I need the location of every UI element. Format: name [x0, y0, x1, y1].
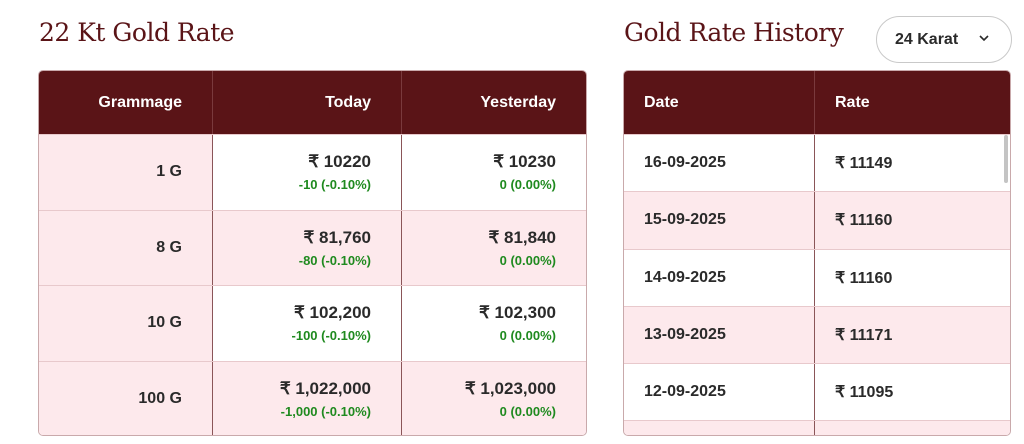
today-cell: ₹ 81,760 -80 (-0.10%): [213, 210, 402, 285]
yesterday-amount: ₹ 102,300: [479, 303, 556, 323]
date-cell: 16-09-2025: [624, 135, 815, 192]
yesterday-cell: ₹ 1,023,000 0 (0.00%): [402, 361, 586, 435]
today-cell: ₹ 1,022,000 -1,000 (-0.10%): [213, 361, 402, 435]
yesterday-change: 0 (0.00%): [499, 177, 556, 193]
header-grammage: Grammage: [39, 71, 213, 134]
header-yesterday: Yesterday: [480, 93, 556, 111]
rate-cell: [815, 421, 1010, 435]
table-row: [624, 420, 1010, 435]
gold-rate-table: Grammage Today Yesterday 1 G ₹ 10220 -10…: [38, 70, 587, 436]
today-change: -1,000 (-0.10%): [280, 403, 371, 419]
grammage-cell: 100 G: [39, 361, 213, 435]
yesterday-change: 0 (0.00%): [499, 403, 556, 419]
table-header: Grammage Today Yesterday: [39, 71, 586, 134]
today-amount: ₹ 102,200: [294, 303, 371, 323]
yesterday-cell: ₹ 102,300 0 (0.00%): [402, 286, 586, 361]
date-cell: [624, 421, 815, 435]
table-row: 15-09-2025 ₹ 11160: [624, 191, 1010, 249]
yesterday-change: 0 (0.00%): [499, 252, 556, 268]
grammage-cell: 8 G: [39, 210, 213, 285]
date-cell: 12-09-2025: [624, 364, 815, 421]
date-cell: 13-09-2025: [624, 306, 815, 364]
rate-cell: ₹ 11160: [835, 269, 893, 287]
today-change: -100 (-0.10%): [291, 328, 371, 344]
table-row: 16-09-2025 ₹ 11149: [624, 134, 1010, 192]
yesterday-cell: ₹ 10230 0 (0.00%): [402, 135, 586, 210]
table-row: 10 G ₹ 102,200 -100 (-0.10%) ₹ 102,300 0…: [39, 285, 586, 361]
table-row: 13-09-2025 ₹ 11171: [624, 305, 1010, 364]
header-today: Today: [213, 71, 402, 134]
table-row: 8 G ₹ 81,760 -80 (-0.10%) ₹ 81,840 0 (0.…: [39, 209, 586, 285]
karat-select-value: 24 Karat: [895, 30, 959, 48]
today-change: -10 (-0.10%): [298, 177, 371, 193]
date-cell: 14-09-2025: [624, 249, 815, 306]
rate-cell: ₹ 11160: [835, 212, 893, 230]
table-row: 12-09-2025 ₹ 11095: [624, 363, 1010, 421]
yesterday-change: 0 (0.00%): [499, 328, 556, 344]
yesterday-amount: ₹ 10230: [493, 152, 556, 172]
header-rate: Rate: [835, 93, 870, 111]
table-row: 14-09-2025 ₹ 11160: [624, 248, 1010, 306]
table-header: Date Rate: [624, 71, 1010, 134]
today-change: -80 (-0.10%): [298, 252, 371, 268]
gold-rate-history-table[interactable]: Date Rate 16-09-2025 ₹ 11149 15-09-2025 …: [623, 70, 1011, 436]
table-row: 1 G ₹ 10220 -10 (-0.10%) ₹ 10230 0 (0.00…: [39, 134, 586, 210]
today-amount: ₹ 1,022,000: [279, 378, 371, 398]
today-amount: ₹ 81,760: [303, 227, 371, 247]
rate-cell: ₹ 11171: [835, 327, 893, 345]
table-row: 100 G ₹ 1,022,000 -1,000 (-0.10%) ₹ 1,02…: [39, 360, 586, 435]
gold-rate-history-title: Gold Rate History: [624, 18, 844, 47]
gold-rate-title: 22 Kt Gold Rate: [39, 18, 235, 47]
grammage-cell: 10 G: [39, 286, 213, 361]
today-cell: ₹ 10220 -10 (-0.10%): [213, 135, 402, 210]
today-amount: ₹ 10220: [308, 152, 371, 172]
karat-select[interactable]: 24 Karat: [876, 16, 1012, 63]
rate-cell: ₹ 11095: [835, 384, 894, 402]
yesterday-amount: ₹ 1,023,000: [464, 378, 556, 398]
yesterday-amount: ₹ 81,840: [488, 227, 556, 247]
yesterday-cell: ₹ 81,840 0 (0.00%): [402, 210, 586, 285]
today-cell: ₹ 102,200 -100 (-0.10%): [213, 286, 402, 361]
rate-cell: ₹ 11149: [835, 155, 893, 173]
date-cell: 15-09-2025: [624, 192, 815, 249]
header-date: Date: [624, 71, 815, 134]
chevron-down-icon: [977, 31, 991, 50]
history-scrollbar[interactable]: [1004, 135, 1008, 183]
grammage-cell: 1 G: [39, 135, 213, 210]
